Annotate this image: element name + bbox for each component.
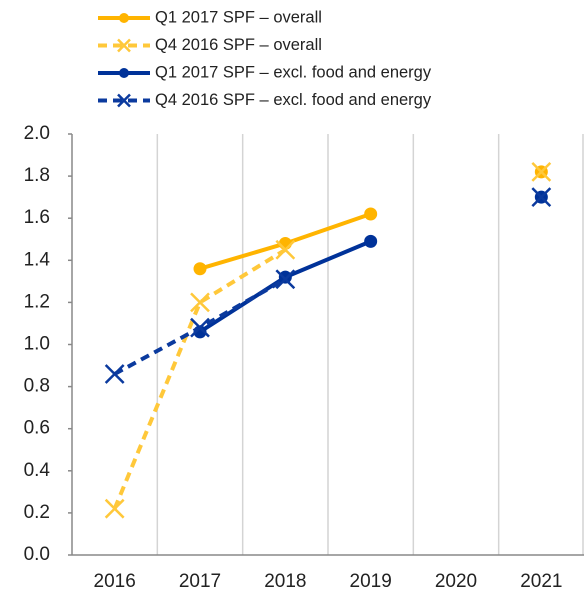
y-tick-label: 0.6 (24, 418, 50, 439)
point (364, 234, 378, 248)
legend-marker (119, 68, 129, 78)
line (112, 248, 287, 510)
series (104, 187, 552, 384)
x-tick-label: 2018 (264, 571, 306, 592)
point (104, 364, 125, 384)
x-tick-label: 2020 (435, 571, 477, 592)
point (531, 187, 552, 208)
series (193, 165, 548, 276)
y-tick-label: 1.8 (24, 165, 50, 186)
point (190, 292, 210, 313)
y-tick-label: 1.6 (24, 207, 50, 228)
point (278, 270, 292, 284)
point (193, 262, 207, 276)
legend-label: Q1 2017 SPF – excl. food and energy (155, 63, 432, 81)
series (104, 162, 552, 519)
legend-marker (117, 38, 131, 53)
legend-marker (119, 13, 129, 23)
y-tick-label: 0.2 (24, 502, 50, 523)
y-tick-label: 0.0 (24, 544, 50, 565)
y-tick-label: 2.0 (24, 123, 50, 144)
y-tick-label: 0.4 (24, 460, 51, 481)
point (190, 317, 210, 338)
x-tick-label: 2019 (350, 571, 392, 592)
x-tick-label: 2016 (94, 571, 136, 592)
line (198, 239, 372, 334)
point (275, 269, 296, 290)
point (104, 498, 125, 519)
point (275, 239, 296, 260)
y-tick-label: 1.0 (24, 334, 50, 355)
x-tick-label: 2017 (179, 571, 221, 592)
legend-label: Q4 2016 SPF – overall (155, 36, 322, 54)
legend-marker (117, 93, 131, 108)
legend-label: Q1 2017 SPF – overall (155, 8, 322, 26)
y-tick-label: 0.8 (24, 376, 50, 397)
legend-label: Q4 2016 SPF – excl. food and energy (155, 91, 432, 109)
point (531, 162, 552, 182)
y-tick-label: 1.2 (24, 291, 50, 312)
y-tick-label: 1.4 (24, 249, 51, 270)
point (364, 207, 378, 221)
x-tick-label: 2021 (520, 571, 562, 592)
